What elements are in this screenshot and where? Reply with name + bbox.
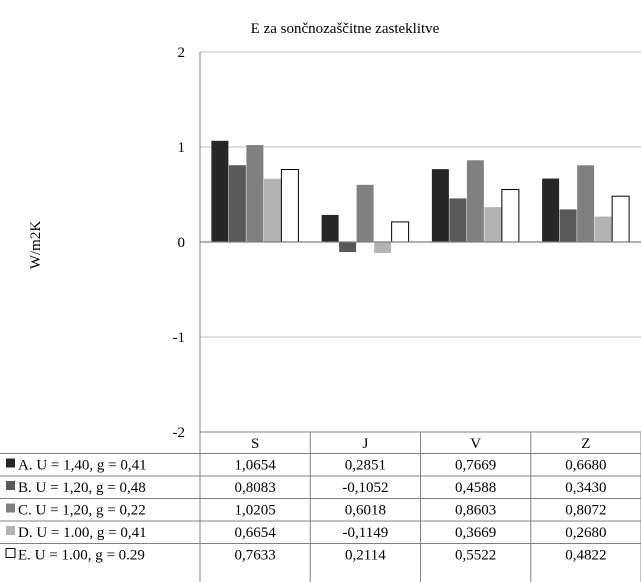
- y-tick-label: -2: [173, 425, 186, 441]
- legend-label: C. U = 1,20, g = 0,22: [18, 503, 146, 519]
- bar: [484, 207, 502, 242]
- bar: [374, 242, 392, 253]
- data-label: 0,3430: [565, 480, 606, 496]
- data-label: 0,4822: [565, 548, 606, 564]
- bar: [246, 145, 264, 242]
- x-tick-label: S: [251, 436, 259, 452]
- legend-label: E. U = 1.00, g = 0.29: [18, 548, 145, 564]
- legend-label: B. U = 1,20, g = 0,48: [18, 480, 146, 496]
- data-label: 0,4588: [455, 480, 496, 496]
- x-tick-label: Z: [581, 436, 590, 452]
- legend-swatch: [6, 503, 15, 513]
- bar: [263, 178, 281, 242]
- bar: [594, 216, 612, 242]
- bars: [200, 140, 641, 253]
- data-label: 0,8083: [235, 480, 276, 496]
- data-label: 0,3669: [455, 525, 496, 541]
- bar: [280, 168, 299, 243]
- data-label: 0,2851: [345, 458, 386, 474]
- data-label: 0,8072: [565, 503, 606, 519]
- bar: [211, 140, 229, 242]
- x-tick-label: J: [362, 436, 368, 452]
- y-tick-labels: 2 1 0 -1 -2: [173, 45, 186, 441]
- legend-swatch: [6, 481, 15, 490]
- legend-swatch: [6, 526, 15, 535]
- data-label: 0,6654: [235, 525, 277, 541]
- bar: [611, 195, 630, 243]
- bar: [356, 184, 374, 242]
- data-label: -0,1149: [343, 525, 389, 541]
- x-tick-label: V: [470, 436, 481, 452]
- data-label: 0,2114: [345, 548, 386, 564]
- bar: [228, 165, 246, 242]
- bar: [542, 178, 560, 242]
- legend-swatch: [6, 458, 15, 468]
- y-tick-label: 2: [178, 45, 186, 61]
- bar: [449, 198, 467, 242]
- y-tick-label: 0: [178, 235, 186, 251]
- data-label: -0,1052: [342, 480, 388, 496]
- data-label: 0,5522: [455, 548, 496, 564]
- y-tick-label: 1: [178, 140, 186, 156]
- bar: [577, 165, 595, 242]
- bar: [466, 160, 484, 242]
- legend-swatch: [5, 548, 16, 558]
- bar: [339, 242, 357, 252]
- data-label: 0,6680: [565, 458, 606, 474]
- bar: [559, 209, 577, 242]
- y-axis-label: W/m2K: [28, 221, 44, 269]
- data-label: 0,2680: [565, 525, 606, 541]
- data-label: 1,0205: [235, 503, 276, 519]
- legend-label: A. U = 1,40, g = 0,41: [18, 458, 147, 474]
- data-label: 0,6018: [345, 503, 386, 519]
- y-tick-label: -1: [173, 330, 186, 346]
- bar: [431, 169, 449, 242]
- bar: [391, 221, 410, 243]
- chart-title: E za sončnozaščitne zasteklitve: [251, 21, 440, 37]
- data-label: 1,0654: [235, 458, 277, 474]
- data-label: 0,7633: [235, 548, 276, 564]
- bar: [501, 189, 520, 243]
- data-label: 0,7669: [455, 458, 496, 474]
- data-label: 0,8603: [455, 503, 496, 519]
- data-table: S J V Z A. U = 1,40, g = 0,41 1,0654 0,2851 0,7…: [0, 431, 641, 582]
- bar: [321, 214, 339, 242]
- legend-label: D. U = 1.00, g = 0,41: [18, 525, 147, 541]
